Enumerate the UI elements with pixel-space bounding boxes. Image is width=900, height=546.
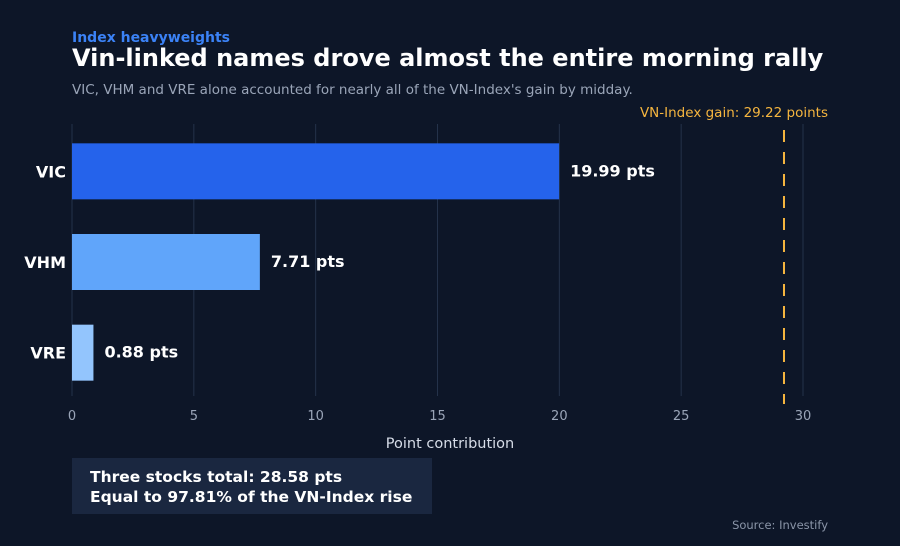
data-label: 7.71 pts <box>271 252 345 271</box>
chart-kicker: Index heavyweights <box>72 30 230 46</box>
x-axis-title: Point contribution <box>386 436 515 452</box>
chart-subtitle: VIC, VHM and VRE alone accounted for nea… <box>72 82 633 98</box>
source-note: Source: Investify <box>732 518 828 532</box>
category-label: VIC <box>36 162 66 181</box>
x-tick-label: 15 <box>429 409 446 424</box>
category-label: VHM <box>24 253 66 272</box>
summary-box: Three stocks total: 28.58 pts Equal to 9… <box>72 458 432 514</box>
x-tick-label: 10 <box>307 409 324 424</box>
chart-title: Vin-linked names drove almost the entire… <box>72 44 824 72</box>
x-tick-label: 30 <box>795 409 812 424</box>
bar-vhm <box>72 234 260 290</box>
x-tick-label: 25 <box>673 409 690 424</box>
data-label: 0.88 pts <box>104 343 178 362</box>
reference-line-label: VN-Index gain: 29.22 points <box>640 105 828 121</box>
x-tick-label: 5 <box>190 409 198 424</box>
summary-total: Three stocks total: 28.58 pts <box>90 468 343 486</box>
x-tick-label: 0 <box>68 409 76 424</box>
category-label: VRE <box>30 344 66 363</box>
summary-share: Equal to 97.81% of the VN-Index rise <box>90 488 413 506</box>
bar-vre <box>72 324 94 381</box>
bar-vic <box>72 143 560 200</box>
data-label: 19.99 pts <box>570 161 655 180</box>
x-tick-label: 20 <box>551 409 568 424</box>
